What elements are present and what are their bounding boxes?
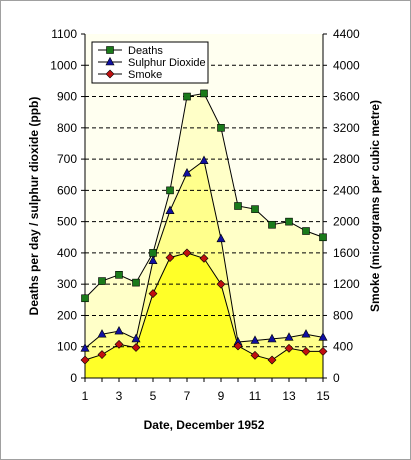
sulphur-dioxide-point xyxy=(267,333,277,343)
smoke-point xyxy=(182,248,192,258)
smoke-point xyxy=(199,253,209,263)
smoke-point xyxy=(148,289,158,298)
deaths-point xyxy=(319,233,327,242)
sulphur-dioxide-point xyxy=(250,335,260,344)
right-tick-label: 2000 xyxy=(333,215,360,229)
x-tick-label: 9 xyxy=(218,389,225,403)
deaths-point xyxy=(183,92,191,101)
left-y-axis-title: Deaths per day / sulphur dioxide (ppb) xyxy=(27,97,41,316)
sulphur-dioxide-point xyxy=(80,343,90,352)
left-tick-label: 400 xyxy=(57,246,77,260)
deaths-point xyxy=(200,89,208,98)
deaths-point xyxy=(251,205,259,213)
left-tick-label: 0 xyxy=(70,371,77,385)
legend-marker-deaths xyxy=(106,46,114,54)
deaths-point xyxy=(268,220,276,229)
left-tick-label: 900 xyxy=(57,90,77,104)
right-tick-label: 3600 xyxy=(333,90,360,104)
deaths-point xyxy=(302,227,310,235)
smoke-point xyxy=(114,339,124,349)
smoke-point xyxy=(165,253,175,263)
smoke-point xyxy=(97,350,107,359)
smoke-point xyxy=(250,350,260,360)
sulphur-dioxide-point xyxy=(216,233,226,243)
smoke-point xyxy=(233,341,243,351)
x-tick-label: 1 xyxy=(82,389,89,403)
right-tick-label: 3200 xyxy=(333,121,360,135)
right-tick-label: 1200 xyxy=(333,277,360,291)
sulphur-dioxide-point xyxy=(301,329,311,338)
legend-marker-sulphur-dioxide xyxy=(105,56,115,66)
left-tick-label: 800 xyxy=(57,121,77,135)
deaths-point xyxy=(115,270,123,279)
deaths-point xyxy=(217,124,225,132)
sulphur-dioxide-point xyxy=(114,325,124,335)
deaths-point xyxy=(234,202,242,210)
deaths-point xyxy=(132,278,140,287)
right-tick-label: 0 xyxy=(333,371,340,385)
smoke-point xyxy=(80,355,90,365)
legend-marker-smoke xyxy=(105,69,115,79)
left-tick-label: 600 xyxy=(57,183,77,197)
sulphur-dioxide-point xyxy=(182,168,192,177)
smoke-point xyxy=(301,346,311,356)
axes xyxy=(81,33,327,382)
x-tick-label: 11 xyxy=(249,389,262,403)
x-tick-label: 13 xyxy=(282,389,296,403)
x-axis-title: Date, December 1952 xyxy=(144,418,265,432)
x-tick-label: 15 xyxy=(316,389,330,403)
left-tick-label: 1100 xyxy=(51,27,77,41)
x-tick-label: 7 xyxy=(184,389,191,403)
series-markers xyxy=(80,89,328,365)
legend-label-smoke: Smoke xyxy=(128,69,162,81)
right-tick-label: 2400 xyxy=(333,183,360,197)
sulphur-dioxide-point xyxy=(318,332,328,341)
right-tick-label: 400 xyxy=(333,340,353,354)
sulphur-dioxide-point xyxy=(165,205,175,214)
legend-label-sulphur-dioxide: Sulphur Dioxide xyxy=(128,57,206,69)
smoke-point xyxy=(318,346,328,356)
x-tick-label: 5 xyxy=(150,389,157,403)
right-tick-label: 2800 xyxy=(333,152,360,166)
left-tick-label: 500 xyxy=(57,215,77,229)
left-tick-label: 200 xyxy=(57,308,77,322)
deaths-point xyxy=(285,217,293,226)
x-tick-label: 3 xyxy=(116,389,123,403)
right-tick-label: 800 xyxy=(333,308,353,322)
right-tick-label: 4000 xyxy=(333,58,360,72)
tick-labels: 0 100 200 300 400 500 600 700 800 900 1000 1100 0 400… xyxy=(50,27,360,403)
right-tick-label: 4400 xyxy=(333,27,360,41)
smoke-point xyxy=(284,343,294,353)
right-tick-label: 1600 xyxy=(333,246,360,260)
smoke-point xyxy=(267,355,277,365)
sulphur-dioxide-point xyxy=(97,329,107,338)
left-tick-label: 100 xyxy=(57,340,77,354)
right-y-axis-title: Smoke (micrograms per cubic metre) xyxy=(368,100,382,312)
deaths-point xyxy=(149,249,157,257)
left-tick-label: 700 xyxy=(57,152,77,166)
gridlines xyxy=(85,64,323,348)
deaths-point xyxy=(166,186,174,195)
deaths-point xyxy=(98,277,106,285)
smoke-point xyxy=(131,343,141,352)
sulphur-dioxide-point xyxy=(199,155,209,164)
deaths-point xyxy=(81,294,89,303)
legend-label-deaths: Deaths xyxy=(128,45,163,57)
sulphur-dioxide-point xyxy=(148,255,158,265)
sulphur-dioxide-point xyxy=(284,332,294,341)
left-tick-label: 300 xyxy=(57,277,77,291)
sulphur-dioxide-point xyxy=(131,333,141,343)
smoke-point xyxy=(216,279,226,289)
left-tick-label: 1000 xyxy=(50,58,77,72)
